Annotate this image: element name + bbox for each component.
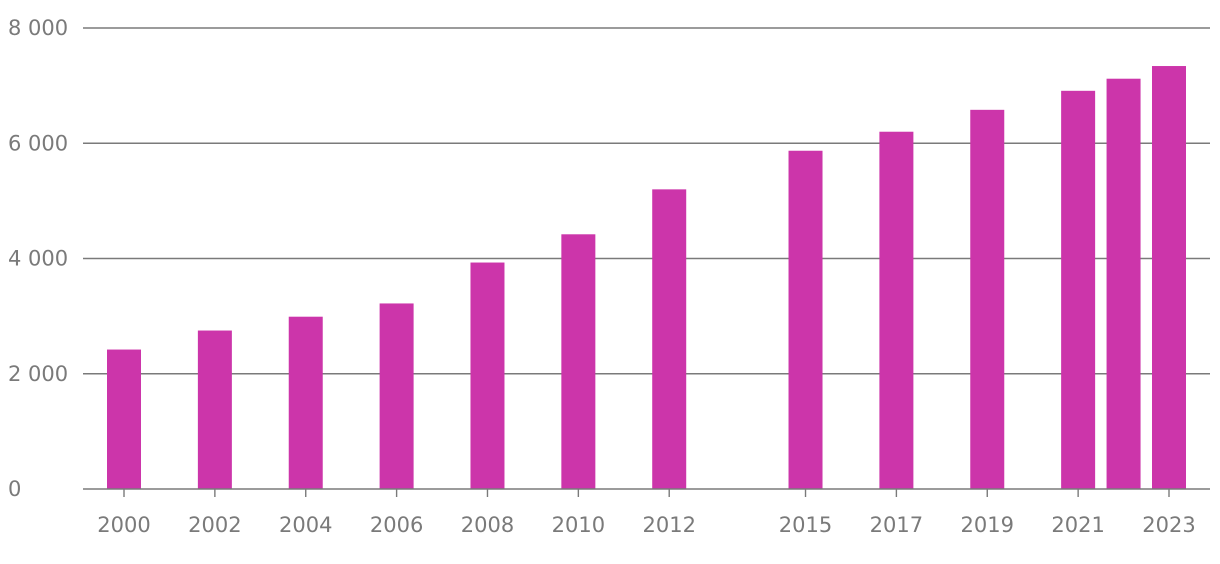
x-tick-label: 2023 <box>1142 513 1195 537</box>
x-tick-label: 2021 <box>1051 513 1104 537</box>
x-tick-label: 2004 <box>279 513 332 537</box>
x-tick-label: 2019 <box>961 513 1014 537</box>
x-tick-label: 2008 <box>461 513 514 537</box>
bar-2021 <box>1061 90 1096 489</box>
bar-2015 <box>788 150 823 489</box>
x-axis-ticks <box>123 489 1170 497</box>
bar-2022 <box>1106 78 1141 490</box>
bar-2002 <box>197 330 232 489</box>
bar-2019 <box>970 109 1005 489</box>
bar-2004 <box>288 316 323 489</box>
bar-2010 <box>561 234 596 489</box>
x-axis-tick-labels: 2000 2002 2004 2006 2008 2010 2012 2015 2017 2019… <box>97 513 1195 537</box>
bar-2006 <box>379 303 414 489</box>
gridlines <box>83 27 1210 375</box>
y-tick-label: 2 000 <box>8 362 68 386</box>
x-tick-label: 2015 <box>779 513 832 537</box>
x-tick-label: 2002 <box>188 513 241 537</box>
bar-2000 <box>107 349 141 489</box>
x-tick-label: 2010 <box>552 513 605 537</box>
y-tick-label: 4 000 <box>8 247 68 271</box>
y-axis-tick-labels: 0 2 000 4 000 6 000 8 000 <box>8 16 68 501</box>
bar-2012 <box>652 189 687 489</box>
bar-2017 <box>879 131 914 489</box>
x-tick-label: 2017 <box>870 513 923 537</box>
y-tick-label: 8 000 <box>8 16 68 40</box>
y-tick-label: 6 000 <box>8 131 68 155</box>
bars <box>107 66 1186 490</box>
bar-2023 <box>1152 66 1186 489</box>
bar-2008 <box>470 262 505 489</box>
x-tick-label: 2012 <box>642 513 695 537</box>
x-tick-label: 2000 <box>97 513 150 537</box>
y-tick-label: 0 <box>8 477 21 501</box>
x-tick-label: 2006 <box>370 513 423 537</box>
